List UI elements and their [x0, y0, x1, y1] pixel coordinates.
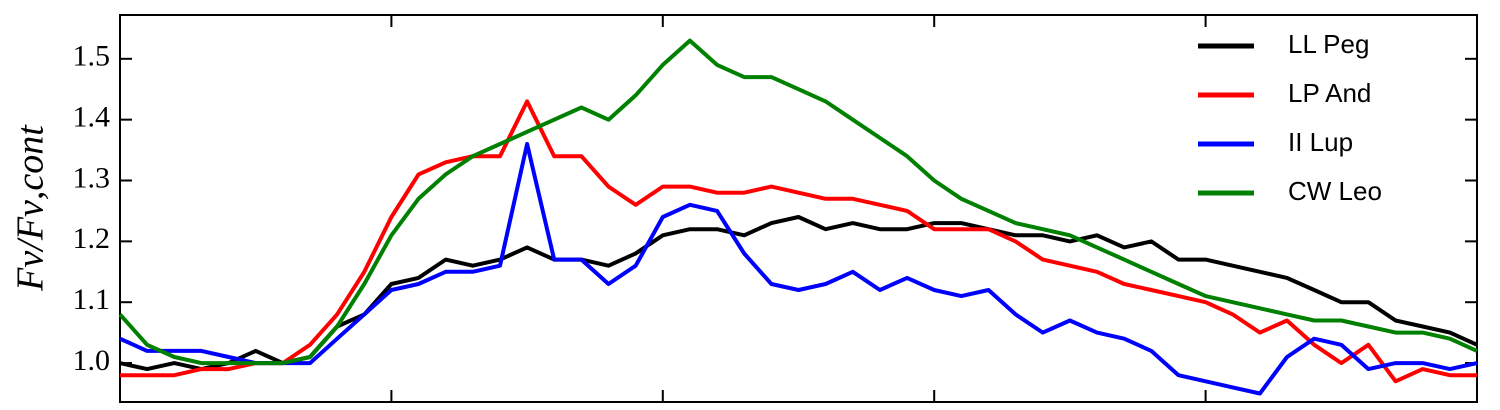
- legend-label: LP And: [1288, 78, 1371, 108]
- series-line: [119, 142, 1478, 396]
- series-line: [120, 99, 1477, 384]
- legend-label: CW Leo: [1288, 176, 1382, 206]
- y-axis-label: Fν/Fν,cont: [10, 124, 52, 292]
- plot-frame: [119, 14, 1478, 403]
- series-line: [118, 38, 1478, 366]
- y-tick-label: 1.2: [73, 222, 111, 255]
- y-tick-label: 1.0: [73, 344, 111, 377]
- series-line: [119, 215, 1478, 372]
- legend-label: II Lup: [1288, 127, 1353, 157]
- legend-label: LL Peg: [1288, 29, 1369, 59]
- y-tick-label: 1.5: [73, 40, 111, 73]
- y-tick-label: 1.1: [73, 283, 111, 316]
- y-tick-label: 1.3: [73, 161, 111, 194]
- y-tick-label: 1.4: [73, 101, 111, 134]
